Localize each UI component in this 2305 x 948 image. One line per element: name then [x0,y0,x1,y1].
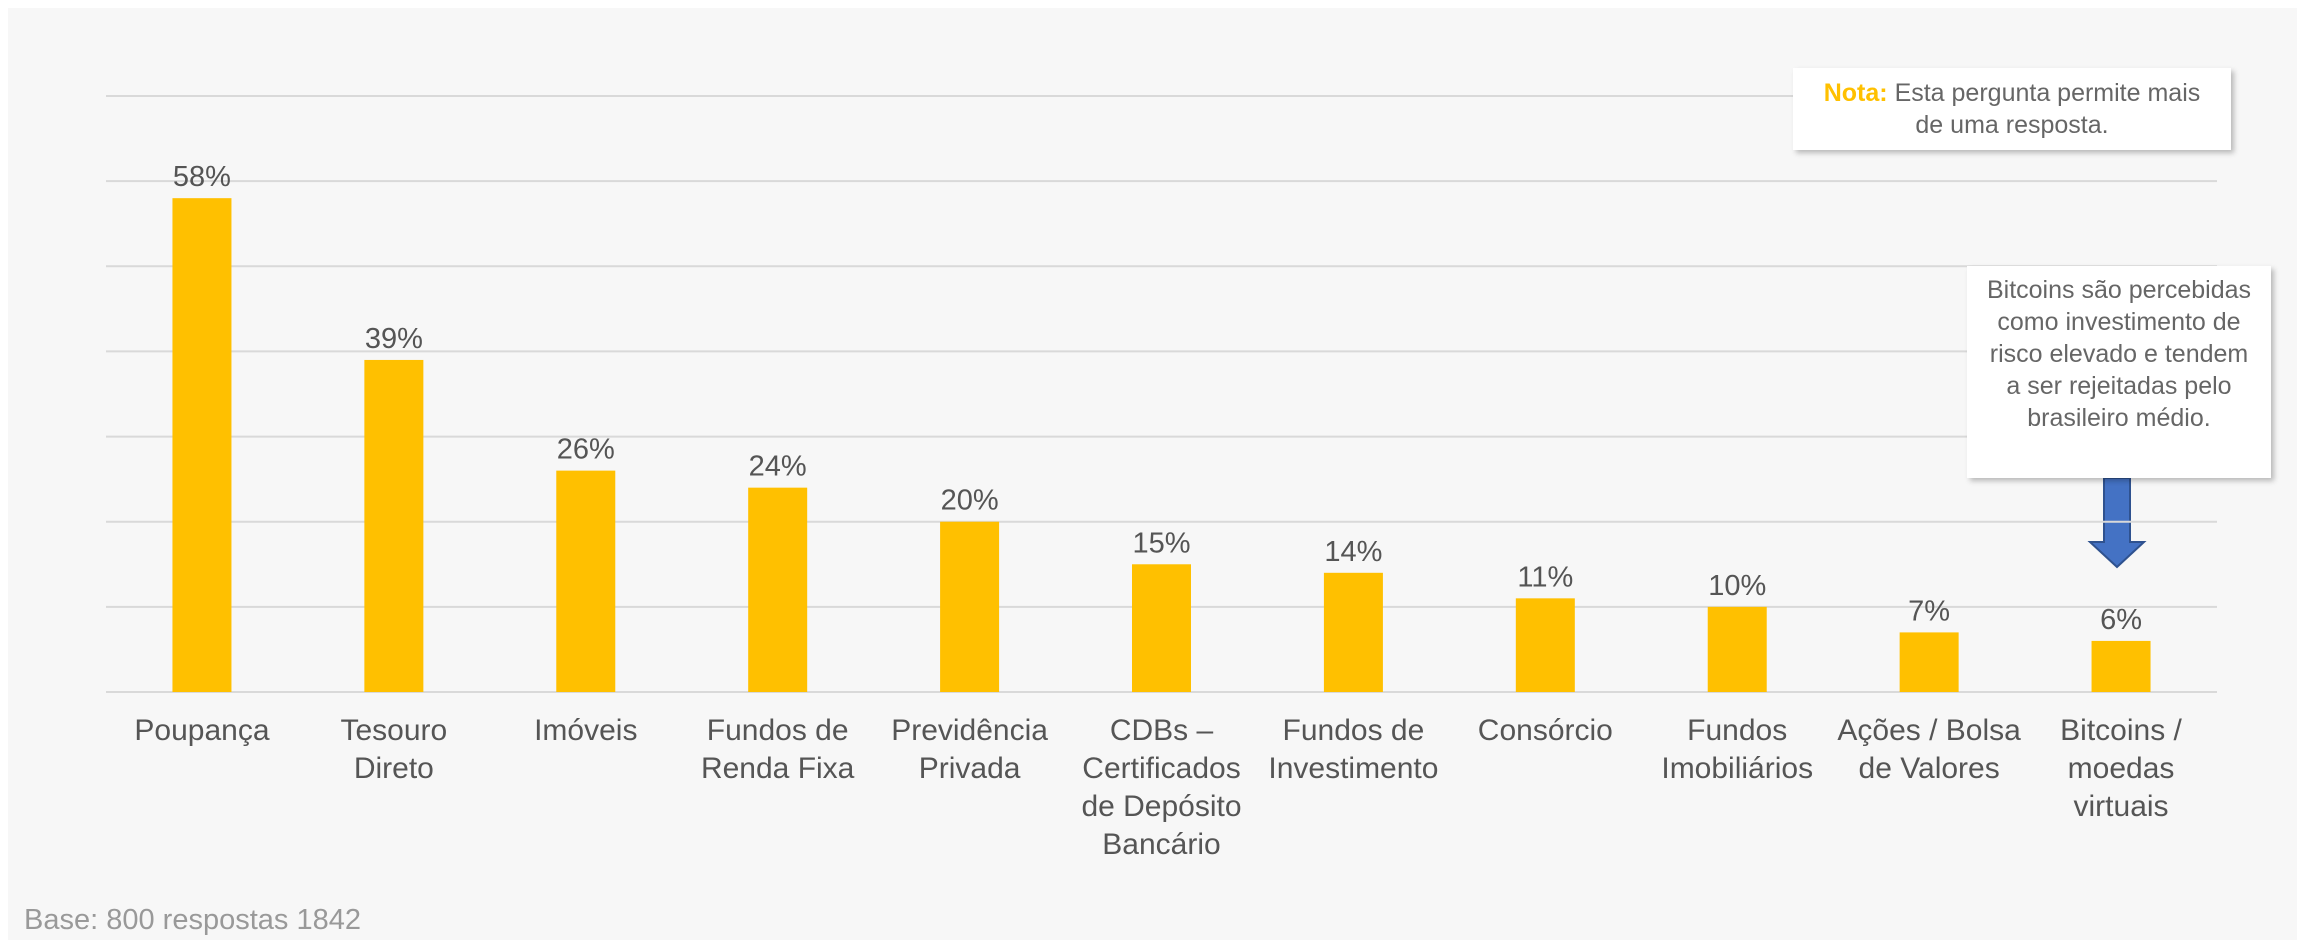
note-label: Nota: [1823,79,1888,107]
data-label: 14% [1324,536,1382,568]
data-label: 26% [557,434,615,466]
x-tick-label: Fundos de Investimento [1268,714,1439,785]
bar [1899,632,1959,692]
x-tick-label: Bitcoins / moedas virtuais [2060,714,2182,823]
bar [1132,564,1191,692]
bar [940,521,1000,692]
x-tick-label: CDBs – Certificados de Depósito Bancário [1081,714,1242,861]
bar [1707,606,1767,692]
data-label: 58% [173,161,231,193]
data-label: 20% [941,485,999,517]
x-tick-label: Fundos de Renda Fixa [700,714,855,785]
x-tick-label: Poupança [134,714,270,747]
note-text: Esta pergunta permite mais de uma respos… [1894,79,2201,139]
data-label: 24% [749,451,807,483]
data-label: 6% [2100,604,2142,636]
annotation: Bitcoins são percebidas como investiment… [1967,266,2271,478]
data-label: 11% [1517,561,1573,593]
bar [556,470,616,692]
bar [748,487,808,692]
bar [364,359,424,692]
data-label: 10% [1708,570,1766,602]
data-label: 7% [1908,595,1950,627]
footer: Base: 800 respostas 1842 [24,904,361,936]
bar [1323,572,1383,692]
x-tick-label: Previdência Privada [891,714,1048,785]
bar [2091,640,2151,692]
x-tick-label: Ações / Bolsa de Valores [1837,714,2021,785]
data-label: 15% [1132,527,1190,559]
x-tick-label: Imóveis [534,714,638,747]
x-tick-label: Fundos Imobiliários [1661,714,1814,785]
x-tick-label: Consórcio [1477,714,1613,747]
bar [1515,598,1575,692]
x-tick-label: Tesouro Direto [340,714,448,785]
note-box: Nota: Esta pergunta permite mais de uma … [1793,68,2231,150]
data-label: 39% [365,323,423,355]
bar [172,198,232,692]
